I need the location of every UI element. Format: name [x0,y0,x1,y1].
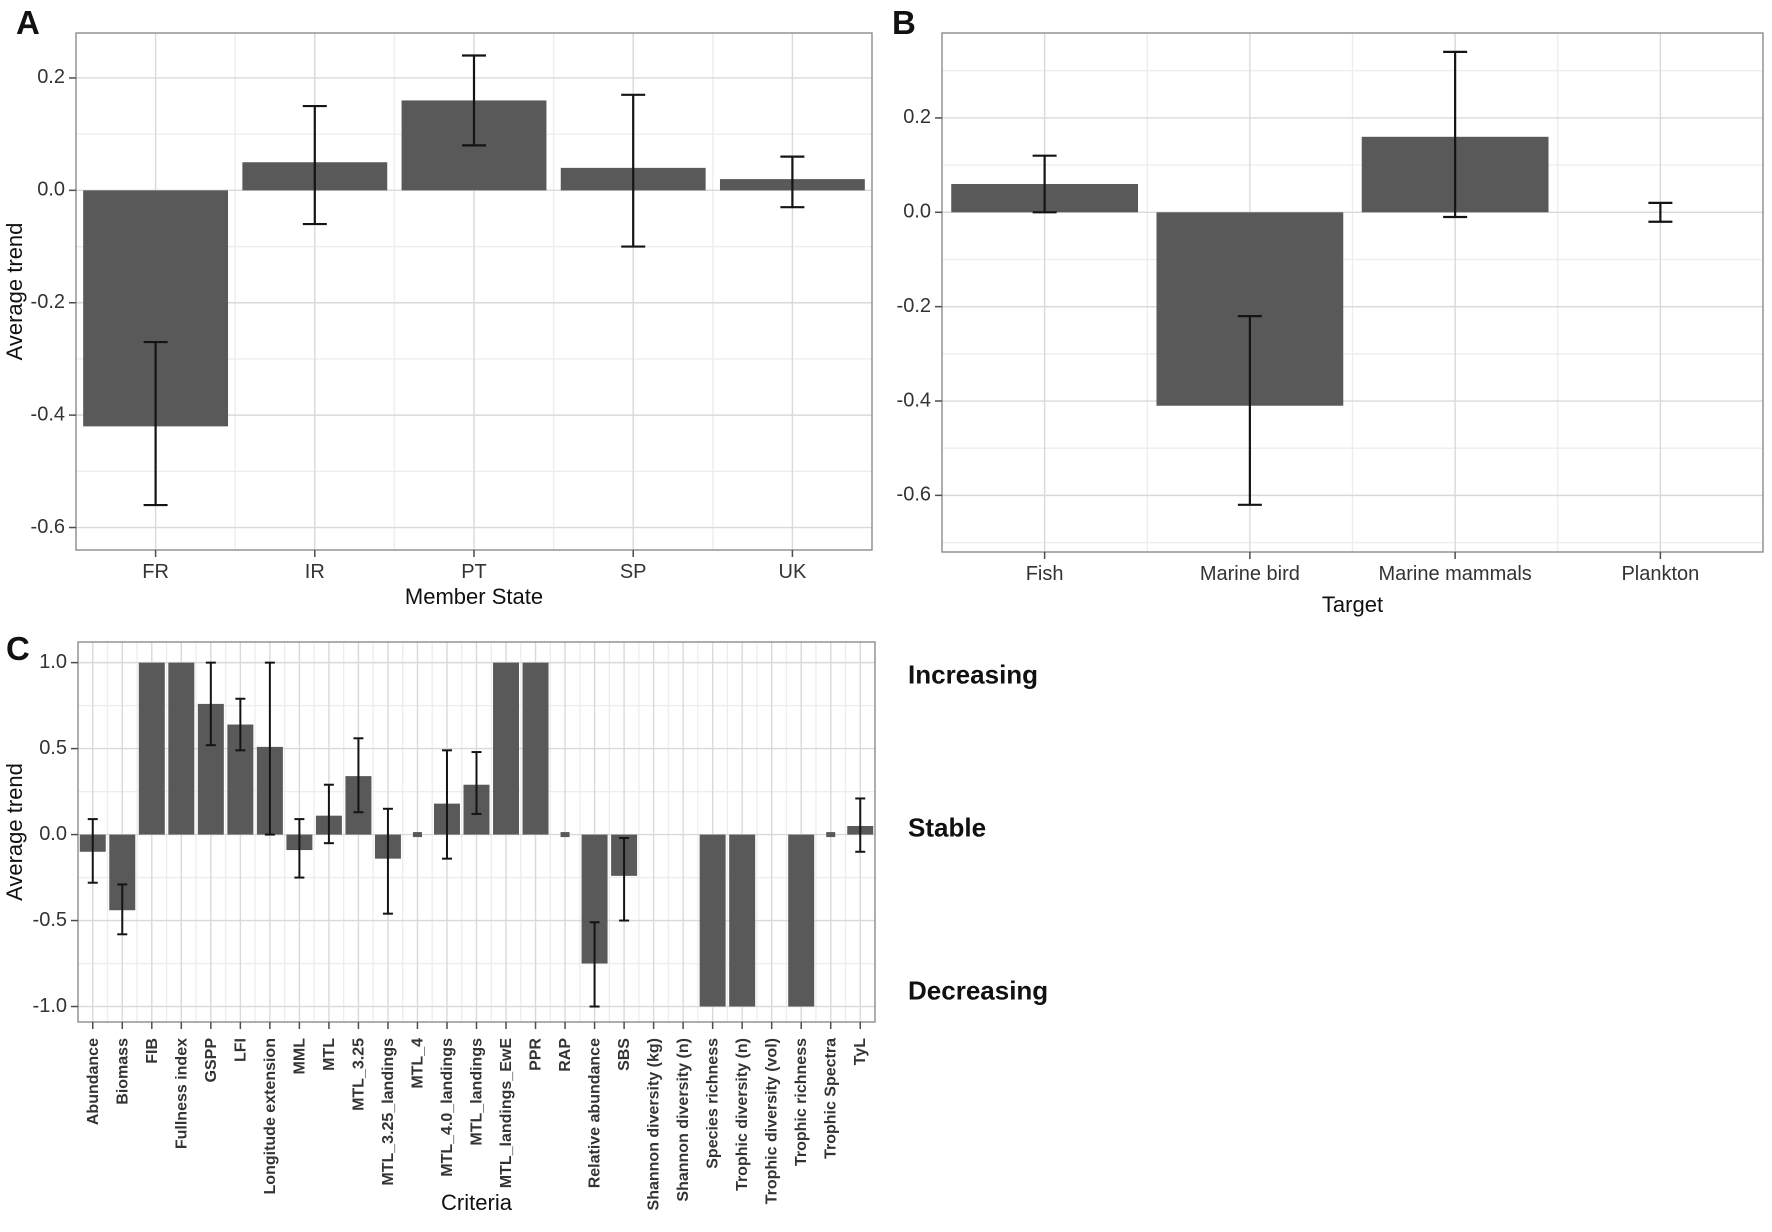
y-tick-label: -0.2 [897,295,931,317]
x-tick-label: PT [461,561,487,583]
y-tick-label: -0.6 [31,516,65,538]
x-tick-label: Species richness [705,1038,722,1169]
trend-annotation: Stable [908,812,986,842]
panel-a-chart: 0.2 0.0 -0.2 -0.4 -0.6 FR IR PT SP UK Member State… [2,32,873,609]
x-tick-label: TyL [852,1038,869,1065]
trend-annotation: Increasing [908,660,1038,690]
bar [699,834,726,1007]
error-bars [143,54,805,507]
x-tick-label: LFI [232,1038,249,1062]
x-tick-label: Trophic diversity (vol) [764,1038,781,1204]
y-tick-label: 0.0 [903,201,931,223]
x-axis: Fish Marine bird Marine mammals Plankton [1026,552,1699,585]
panel-c-chart: 1.0 0.5 0.0 -0.5 -1.0 Abundance Biomass FIB Full… [2,641,1048,1215]
bar [788,834,815,1007]
x-tick-label: Biomass [114,1038,131,1105]
y-axis: 1.0 0.5 0.0 -0.5 -1.0 [33,651,78,1017]
y-tick-label: -0.2 [31,291,65,313]
x-tick-label: MTL_landings_EwE [498,1038,515,1189]
x-tick-label: SP [620,561,647,583]
x-axis-title: Criteria [441,1190,513,1215]
x-tick-label: RAP [557,1038,574,1072]
x-tick-label: Shannon diversity (n) [675,1038,692,1202]
y-tick-label: -0.4 [897,389,931,411]
bar [138,662,165,835]
grid-lines [942,33,1763,552]
panel-border [941,32,1764,553]
x-tick-label: GSPP [203,1038,220,1083]
zero-dash-marker [826,832,836,838]
x-tick-label: Fish [1026,563,1064,585]
bar [522,662,549,835]
y-axis-title: Average trend [2,223,27,361]
panel-label-b: B [892,4,916,41]
x-tick-label: Abundance [85,1038,102,1125]
y-tick-label: 0.2 [37,66,65,88]
error-bars [87,661,866,1008]
y-tick-label: 0.5 [39,737,67,759]
trend-annotation: Decreasing [908,975,1048,1005]
y-axis: 0.2 0.0 -0.2 -0.4 -0.6 [31,66,76,538]
x-tick-label: MML [291,1038,308,1075]
bar [493,662,520,835]
x-tick-label: FR [142,561,169,583]
x-axis-title: Member State [405,584,543,609]
x-tick-label: SBS [616,1038,633,1071]
panel-label-c: C [6,630,30,667]
x-axis: Abundance Biomass FIB Fullness index GSPP LFI… [85,1022,869,1210]
y-tick-label: 1.0 [39,651,67,673]
x-tick-label: Plankton [1621,563,1699,585]
y-tick-label: 0.2 [903,106,931,128]
y-tick-label: -0.4 [31,403,65,425]
y-tick-label: -1.0 [33,995,67,1017]
error-bars [1032,50,1673,506]
x-tick-label: Relative abundance [587,1038,604,1188]
x-tick-label: Shannon diversity (kg) [646,1038,663,1210]
x-tick-label: MTL_4 [409,1038,426,1089]
x-tick-label: IR [305,561,325,583]
panel-b-chart: 0.2 0.0 -0.2 -0.4 -0.6 Fish Marine bird Marine … [897,32,1764,617]
x-tick-label: FIB [144,1038,161,1064]
panel-label-a: A [16,4,40,41]
x-tick-label: Longitude extension [262,1038,279,1194]
x-tick-label: Trophic diversity (n) [734,1038,751,1191]
x-tick-label: Marine bird [1200,563,1300,585]
x-axis: FR IR PT SP UK [142,550,807,583]
y-axis: 0.2 0.0 -0.2 -0.4 -0.6 [897,106,942,506]
x-tick-label: Marine mammals [1378,563,1531,585]
x-tick-label: MTL_landings [469,1038,486,1146]
y-tick-label: 0.0 [37,179,65,201]
grid-lines [78,642,875,1022]
x-tick-label: MTL_3.25 [350,1038,367,1111]
x-axis-title: Target [1322,592,1383,617]
y-tick-label: 0.0 [39,823,67,845]
x-tick-label: Fullness index [173,1038,190,1149]
zero-dash-marker [560,832,570,838]
x-tick-label: PPR [528,1038,545,1071]
y-tick-label: -0.5 [33,909,67,931]
x-tick-label: MTL [321,1038,338,1071]
x-tick-label: MTL_3.25_landings [380,1038,397,1186]
x-tick-label: MTL_4.0_landings [439,1038,456,1177]
zero-dash-marker [412,832,422,838]
x-tick-label: UK [779,561,807,583]
x-tick-label: Trophic richness [793,1038,810,1166]
bar [168,662,195,835]
y-axis-title: Average trend [2,763,27,901]
bar [729,834,756,1007]
y-tick-label: -0.6 [897,484,931,506]
x-tick-label: Trophic Spectra [823,1038,840,1159]
